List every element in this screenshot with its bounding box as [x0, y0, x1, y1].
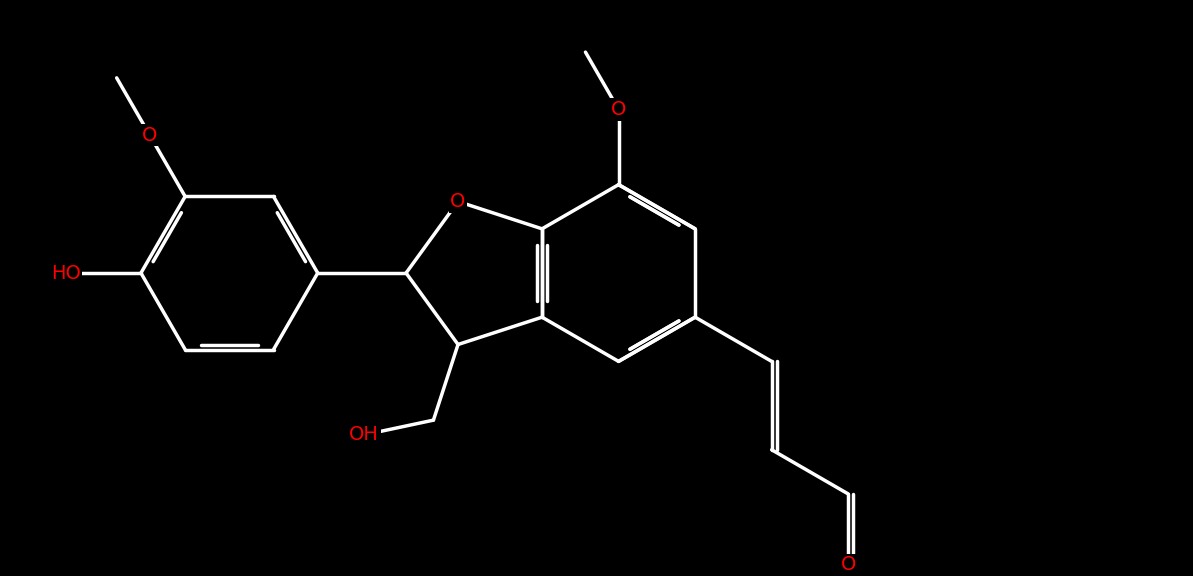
Text: OH: OH: [350, 425, 379, 444]
Text: O: O: [611, 100, 626, 119]
Text: HO: HO: [51, 263, 81, 282]
Text: O: O: [142, 126, 157, 145]
Text: O: O: [450, 192, 465, 211]
Text: O: O: [841, 555, 855, 574]
